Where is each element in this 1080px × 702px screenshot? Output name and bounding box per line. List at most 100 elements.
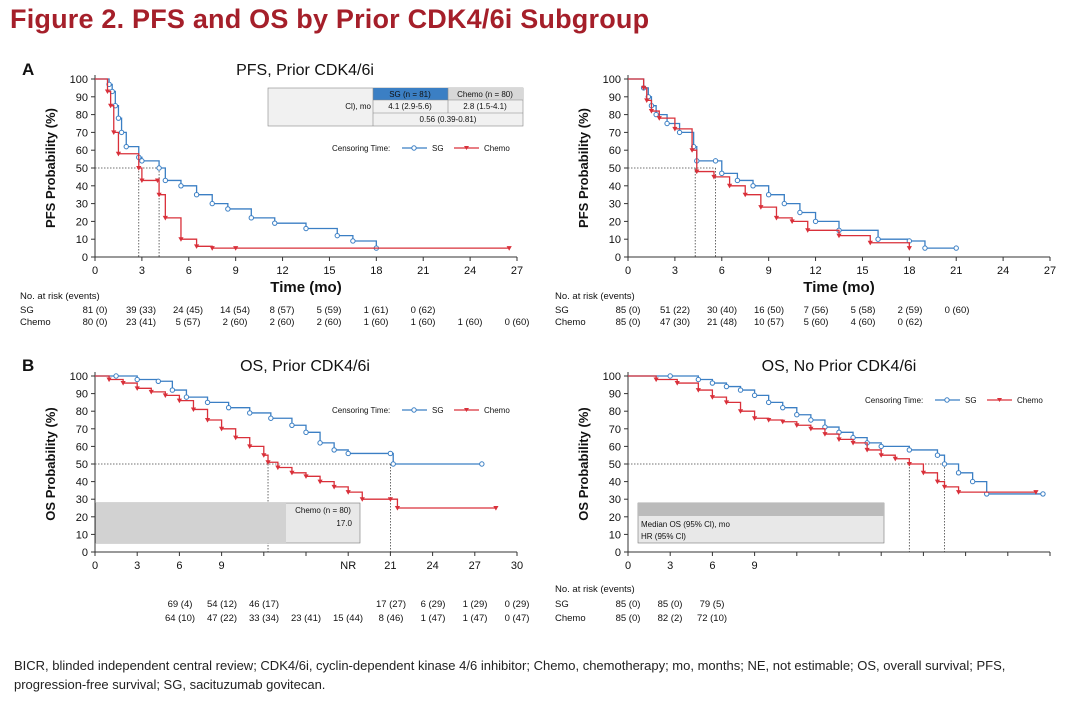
risk-table: No. at risk (events) SG 85 (0) 51 (22) 30 (4…: [555, 291, 969, 328]
risk-value: 39 (33): [126, 305, 156, 316]
y-tick-label: 100: [70, 371, 88, 383]
x-tick-label: 12: [809, 265, 821, 277]
x-tick-label: 18: [903, 265, 915, 277]
legend-marker-chemo: [997, 398, 1002, 402]
data-point-sg: [303, 429, 309, 436]
y-tick-label: 60: [609, 145, 621, 157]
data-point-chemo: [955, 490, 962, 495]
data-point-sg: [169, 387, 176, 393]
y-tick-label: 100: [603, 74, 621, 86]
median-table: Chemo (n = 80) 17.0: [95, 502, 361, 544]
data-point-sg: [272, 220, 278, 226]
risk-value: 2 (59): [898, 305, 923, 316]
table-header-chemo: [448, 88, 523, 100]
data-point-sg: [350, 238, 356, 244]
risk-value: 23 (41): [126, 317, 156, 328]
os-prior-chart: OS, Prior CDK4/6i01020304050607080901000…: [43, 358, 529, 624]
data-point-sg: [664, 120, 670, 127]
y-tick-label: 10: [76, 529, 88, 541]
risk-value: 81 (0): [83, 305, 108, 316]
risk-value: 5 (57): [176, 317, 201, 328]
data-point-chemo: [920, 470, 926, 476]
risk-value: 79 (5): [700, 599, 725, 610]
risk-row-label: Chemo: [555, 613, 586, 624]
data-point-sg: [225, 404, 232, 411]
data-point-sg: [751, 392, 758, 399]
data-point-chemo: [689, 148, 695, 153]
data-point-chemo: [193, 244, 200, 249]
data-point-chemo: [506, 246, 512, 251]
risk-row-label: SG: [555, 305, 569, 316]
y-tick-label: 40: [76, 181, 88, 193]
table-row-hr: HR (95% Cl): [641, 532, 686, 541]
legend-label-sg: SG: [965, 396, 977, 405]
y-tick-label: 60: [609, 441, 621, 453]
y-tick-label: 0: [615, 252, 621, 264]
x-tick-label: 27: [469, 560, 481, 572]
y-axis-label: PFS Probability (%): [576, 108, 591, 228]
table-col-sg: SG (n = 81): [389, 90, 431, 99]
x-tick-label: 3: [134, 560, 140, 572]
risk-value: 85 (0): [616, 613, 641, 624]
data-point-sg: [268, 415, 274, 421]
x-tick-label: 27: [511, 265, 523, 277]
chart-title: OS, Prior CDK4/6i: [240, 358, 370, 375]
risk-table: No. at risk (events) SG 81 (0) 39 (33) 24 (4…: [20, 291, 529, 328]
data-point-sg: [248, 215, 254, 221]
data-point-sg: [155, 378, 162, 384]
data-point-chemo: [805, 228, 811, 233]
data-point-sg: [331, 447, 337, 453]
risk-value: 4 (60): [851, 317, 876, 328]
data-point-chemo: [694, 169, 700, 175]
data-point-chemo: [906, 246, 912, 251]
series-line-sg: [95, 375, 482, 465]
data-point-chemo: [115, 151, 122, 157]
data-point-sg: [289, 422, 295, 428]
y-tick-label: 100: [603, 371, 621, 383]
data-point-chemo: [154, 178, 161, 184]
y-axis-label: PFS Probability (%): [43, 108, 58, 228]
legend-marker-chemo: [464, 146, 469, 150]
data-point-chemo: [265, 460, 271, 465]
y-tick-label: 30: [609, 199, 621, 211]
data-point-chemo: [136, 166, 142, 171]
x-tick-label: 30: [511, 560, 523, 572]
risk-value: 0 (29): [505, 599, 530, 610]
y-tick-label: 90: [609, 389, 621, 401]
data-point-chemo: [656, 116, 662, 121]
legend-title: Censoring Time:: [865, 396, 923, 405]
risk-value: 33 (34): [249, 613, 279, 624]
data-point-sg: [922, 245, 928, 251]
median-table: SG (n = 81) Chemo (n = 80) Cl), mo 4.1 (2.9…: [267, 87, 524, 127]
data-point-sg: [334, 232, 340, 239]
footnote: BICR, blinded independent central review…: [14, 658, 1006, 692]
y-tick-label: 30: [76, 494, 88, 506]
legend-label-sg: SG: [432, 406, 444, 415]
data-point-chemo: [878, 453, 884, 458]
x-tick-label: 3: [667, 560, 673, 572]
data-point-chemo: [176, 398, 182, 404]
data-point-sg: [317, 440, 323, 446]
risk-table: No. at risk (events) SG 85 (0) 85 (0) 79 (5)…: [555, 584, 727, 624]
data-point-chemo: [108, 103, 114, 109]
risk-value: 85 (0): [616, 305, 641, 316]
risk-value: 85 (0): [658, 599, 683, 610]
x-tick-label: 9: [219, 560, 225, 572]
table-median-sg: 4.1 (2.9-5.6): [388, 102, 432, 111]
data-point-sg: [797, 209, 803, 216]
risk-value: 0 (47): [505, 613, 530, 624]
data-point-sg: [812, 218, 819, 225]
risk-value: 0 (62): [411, 305, 436, 316]
x-tick-label: 0: [92, 560, 98, 572]
x-tick-label: 24: [997, 265, 1009, 277]
legend-title: Censoring Time:: [332, 406, 390, 415]
data-point-sg: [134, 376, 140, 383]
data-point-chemo: [822, 432, 828, 437]
risk-row-label: SG: [20, 305, 34, 316]
x-tick-label: 6: [186, 265, 192, 277]
y-tick-label: 30: [609, 494, 621, 506]
risk-row-label: Chemo: [20, 317, 51, 328]
risk-value: 2 (60): [223, 317, 248, 328]
data-point-sg: [719, 170, 725, 177]
pfs-prior-chart: PFS, Prior CDK4/6i0102030405060708090100…: [20, 62, 529, 328]
